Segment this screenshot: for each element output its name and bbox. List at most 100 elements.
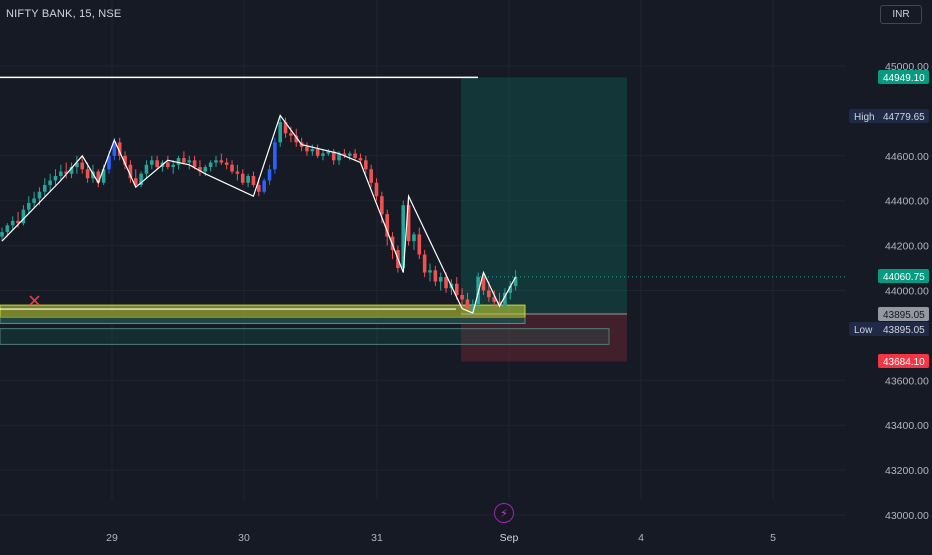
candle	[497, 292, 502, 313]
horizontal-levels[interactable]	[0, 76, 846, 345]
candle-body	[412, 234, 416, 242]
candle	[262, 178, 266, 194]
candle-body	[289, 133, 293, 136]
candle-body	[310, 149, 315, 152]
candle-body	[353, 153, 357, 159]
candle-body	[230, 164, 234, 172]
candle-body	[43, 184, 47, 192]
candle-body	[176, 158, 181, 165]
candle	[166, 155, 170, 170]
candle-body	[48, 180, 52, 185]
candle-body	[401, 205, 406, 269]
candle-body	[492, 297, 496, 302]
wave-drawing[interactable]	[1, 114, 517, 314]
price-tick-label: 44000.00	[885, 286, 929, 298]
candle	[428, 263, 432, 282]
price-scale[interactable]: 45000.0044600.0044400.0044200.0044000.00…	[885, 61, 929, 522]
candle-body	[16, 220, 20, 224]
candle-body	[53, 176, 58, 181]
candle	[96, 169, 101, 188]
candle	[433, 265, 438, 287]
candle-body	[37, 191, 42, 199]
candle	[123, 151, 127, 170]
candle-body	[305, 146, 309, 152]
stop-price-label: 43684.10	[878, 354, 929, 368]
candle-body	[117, 142, 122, 156]
grid	[0, 0, 846, 516]
candle	[64, 162, 68, 179]
candle	[240, 169, 245, 185]
candle-body	[513, 277, 518, 287]
high-price-label: High 44779.65	[849, 109, 929, 123]
candle-body	[262, 180, 266, 192]
price-label-value: 43684.10	[883, 357, 925, 368]
candle-body	[133, 178, 138, 185]
candle-body	[342, 153, 347, 156]
demand-zone[interactable]	[0, 304, 526, 318]
candle-body	[417, 234, 422, 255]
candle-body	[251, 176, 256, 185]
price-label-prefix: High	[854, 112, 875, 123]
candle-body	[240, 173, 245, 183]
candle	[214, 155, 218, 168]
demand-zone-lower-band[interactable]	[0, 316, 526, 324]
candle-body	[0, 232, 4, 237]
candle	[454, 277, 459, 300]
candle	[438, 272, 443, 291]
candle-body	[59, 171, 63, 177]
price-labels: 44949.10 High 44779.65 44060.75 43895.05 Low 4…	[849, 70, 929, 368]
candle-body	[235, 171, 240, 174]
candle-body	[508, 286, 513, 293]
candle	[171, 160, 175, 174]
candle-body	[246, 176, 250, 183]
candle-body	[198, 167, 202, 172]
candle-body	[337, 153, 341, 161]
candle-body	[315, 149, 320, 156]
price-tick-label: 44600.00	[885, 151, 929, 163]
candle	[139, 171, 143, 188]
candle-body	[471, 303, 475, 309]
candle	[326, 149, 331, 156]
symbol-title[interactable]: NIFTY BANK, 15, NSE	[6, 8, 122, 20]
candle	[69, 162, 74, 179]
candle-body	[208, 162, 213, 168]
candle-body	[203, 167, 208, 172]
lightning-event-icon[interactable]: ⚡	[494, 503, 514, 523]
price-label-value: 44779.65	[883, 112, 925, 123]
candle-body	[101, 169, 106, 183]
candle	[492, 290, 496, 307]
candle	[59, 164, 63, 181]
candle	[422, 250, 427, 278]
candle-body	[75, 162, 79, 168]
lower-zone[interactable]	[0, 328, 610, 345]
candle-body	[273, 142, 277, 170]
price-tick-label: 43200.00	[885, 465, 929, 477]
currency-button[interactable]: INR	[880, 5, 922, 24]
candle-body	[214, 160, 218, 163]
candle	[32, 191, 36, 208]
candle	[235, 164, 240, 181]
candle	[353, 149, 357, 161]
candle-body	[283, 122, 288, 134]
candle-body	[267, 169, 272, 181]
candle	[513, 270, 518, 291]
wave-line[interactable]	[1, 114, 517, 314]
candle	[246, 173, 250, 188]
position-target-zone[interactable]	[461, 77, 627, 315]
candle	[192, 155, 197, 170]
time-scale[interactable]: 29 30 31 Sep 4 5	[106, 532, 776, 544]
candle	[401, 200, 406, 273]
candle-body	[438, 277, 443, 282]
candle-body	[85, 169, 90, 179]
low-price-label: Low 43895.05	[849, 322, 929, 336]
candle	[412, 232, 416, 251]
candle	[503, 288, 507, 309]
candle	[128, 160, 133, 183]
candle	[283, 117, 288, 138]
candle	[21, 205, 26, 226]
candle	[219, 153, 224, 165]
candle-body	[21, 209, 26, 224]
candle-body	[331, 151, 336, 161]
candle	[406, 200, 411, 246]
